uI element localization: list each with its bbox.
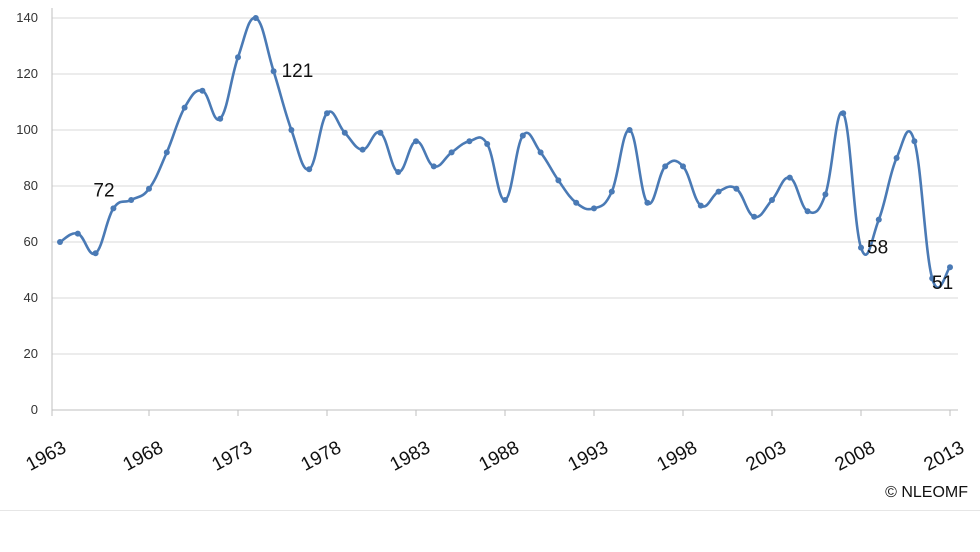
x-tick-label: 1998 [654,437,701,475]
data-point [929,275,936,282]
y-tick-label: 40 [24,290,38,305]
data-point [306,166,313,173]
data-point [74,230,81,237]
data-point [947,264,953,271]
data-point [288,127,295,133]
data-point [893,155,900,161]
data-point [875,216,882,223]
data-point [822,191,829,198]
data-point [430,163,437,170]
data-point [911,138,918,145]
y-tick-label: 140 [16,10,38,25]
data-point [715,188,722,195]
data-point [199,87,206,94]
data-point [644,199,651,206]
data-point [484,141,491,147]
copyright-credit: © NLEOMF [885,484,968,501]
chart-area: 0 20 40 60 80 100 120 140 1963 1968 1973 1978 1983 1… [0,8,980,511]
data-point [146,185,152,192]
data-point [377,129,384,136]
x-tick-label: 1978 [298,437,345,475]
data-point [217,115,224,122]
data-points [57,15,953,282]
data-point [324,110,330,117]
data-point [786,174,793,181]
x-tick-label: 1983 [387,437,434,475]
data-point [697,202,704,209]
data-point [840,110,847,117]
x-tick-label: 1963 [23,437,70,475]
data-point [413,138,419,145]
data-point [502,197,508,203]
x-tick-label: 1968 [120,437,167,475]
data-point [555,177,562,184]
x-tick-label: 2013 [921,437,968,475]
series-line-layer [58,16,952,289]
gridlines [52,17,958,355]
x-tick-label: 1988 [476,437,523,475]
data-label: 121 [282,61,314,82]
y-tick-label: 0 [31,402,38,417]
data-point [626,127,633,133]
y-tick-label: 20 [24,346,38,361]
data-point [537,149,544,156]
data-label: 51 [932,273,953,294]
data-point [235,54,241,61]
data-point [591,205,597,212]
x-axis-ticks: 1963 1968 1973 1978 1983 1988 1993 1998 2003 2008… [23,437,968,475]
data-point [573,199,580,206]
y-tick-label: 60 [24,234,38,249]
data-label: 72 [93,180,114,201]
x-tick-label: 1973 [209,437,256,475]
data-point [341,129,348,136]
data-point [128,197,135,203]
data-point [519,132,526,139]
data-point [858,244,864,251]
data-point [448,149,455,156]
data-point [57,239,63,245]
axes [51,8,958,416]
data-point [110,205,117,212]
data-point [163,149,170,156]
data-point [252,15,259,21]
y-tick-label: 120 [16,66,38,81]
data-label: 58 [867,238,888,259]
data-point [769,197,775,203]
x-tick-label: 1993 [565,437,612,475]
x-tick-label: 2003 [743,437,790,475]
x-tick-label: 2008 [832,437,879,475]
data-point [733,185,740,192]
series-line [58,16,952,289]
data-labels: 72 121 58 51 [93,61,953,294]
data-point [359,146,366,153]
data-point [395,169,402,175]
data-point [181,104,188,111]
y-axis-ticks: 0 20 40 60 80 100 120 140 [16,10,38,417]
data-point [270,68,277,75]
data-point [608,188,615,195]
data-point [804,208,811,215]
data-point [466,138,473,145]
y-tick-label: 80 [24,178,38,193]
data-point [662,163,669,170]
data-point [751,213,758,220]
data-point [92,250,99,257]
data-point [680,163,686,170]
y-tick-label: 100 [16,122,38,137]
